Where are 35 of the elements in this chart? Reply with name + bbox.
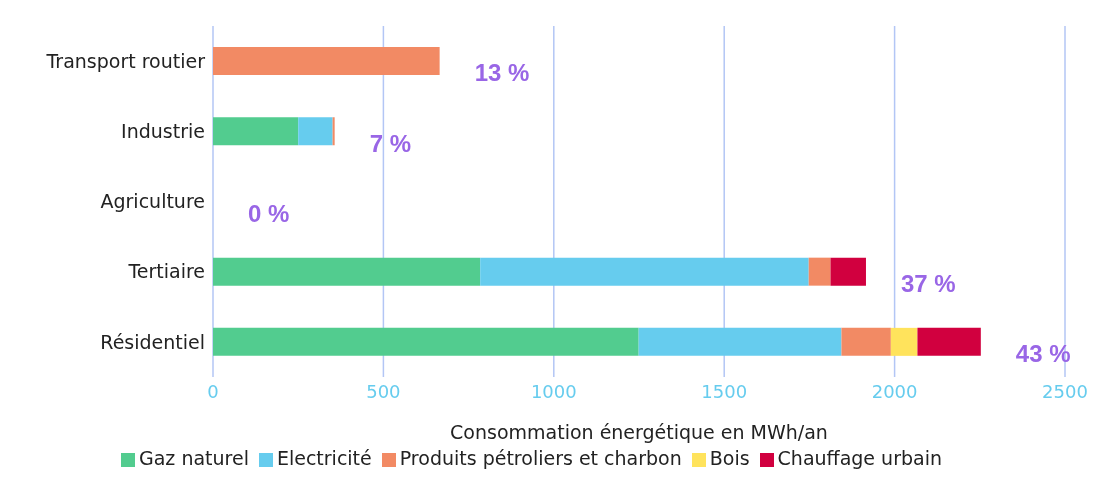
x-tick-label: 1000 xyxy=(530,380,577,402)
bar xyxy=(830,257,866,286)
bar xyxy=(213,117,299,146)
bar xyxy=(213,47,440,76)
annotation: 37 % xyxy=(900,270,956,298)
bar xyxy=(298,117,333,146)
y-tick-label: Tertiaire xyxy=(127,260,205,283)
y-tick-label: Industrie xyxy=(121,120,205,143)
annotation: 7 % xyxy=(369,129,412,157)
legend-label: Chauffage urbain xyxy=(777,447,942,469)
bar xyxy=(890,327,918,356)
bar xyxy=(213,257,481,286)
legend-label: Electricité xyxy=(276,447,372,469)
legend-label: Gaz naturel xyxy=(139,447,249,469)
legend-label: Produits pétroliers et charbon xyxy=(399,447,682,469)
legend-label: Bois xyxy=(709,447,750,469)
y-tick-label: Transport routier xyxy=(45,49,206,72)
x-tick-label: 2500 xyxy=(1042,380,1088,402)
annotation: 13 % xyxy=(474,59,530,87)
x-tick-label: 1500 xyxy=(701,380,748,402)
bar xyxy=(480,257,809,286)
bar xyxy=(213,327,639,356)
y-tick-label: Agriculture xyxy=(100,190,205,213)
bar xyxy=(841,327,891,356)
x-axis-title: Consommation énergétique en MWh/an xyxy=(450,421,828,443)
bar xyxy=(332,117,335,146)
x-tick-label: 500 xyxy=(366,380,401,402)
bar xyxy=(638,327,842,356)
y-tick-label: Résidentiel xyxy=(100,330,205,353)
x-tick-label: 2000 xyxy=(871,380,918,402)
bar xyxy=(808,257,831,286)
bar xyxy=(917,327,981,356)
annotation: 43 % xyxy=(1015,340,1071,368)
annotation: 0 % xyxy=(248,199,290,227)
x-tick-label: 0 xyxy=(207,380,219,402)
